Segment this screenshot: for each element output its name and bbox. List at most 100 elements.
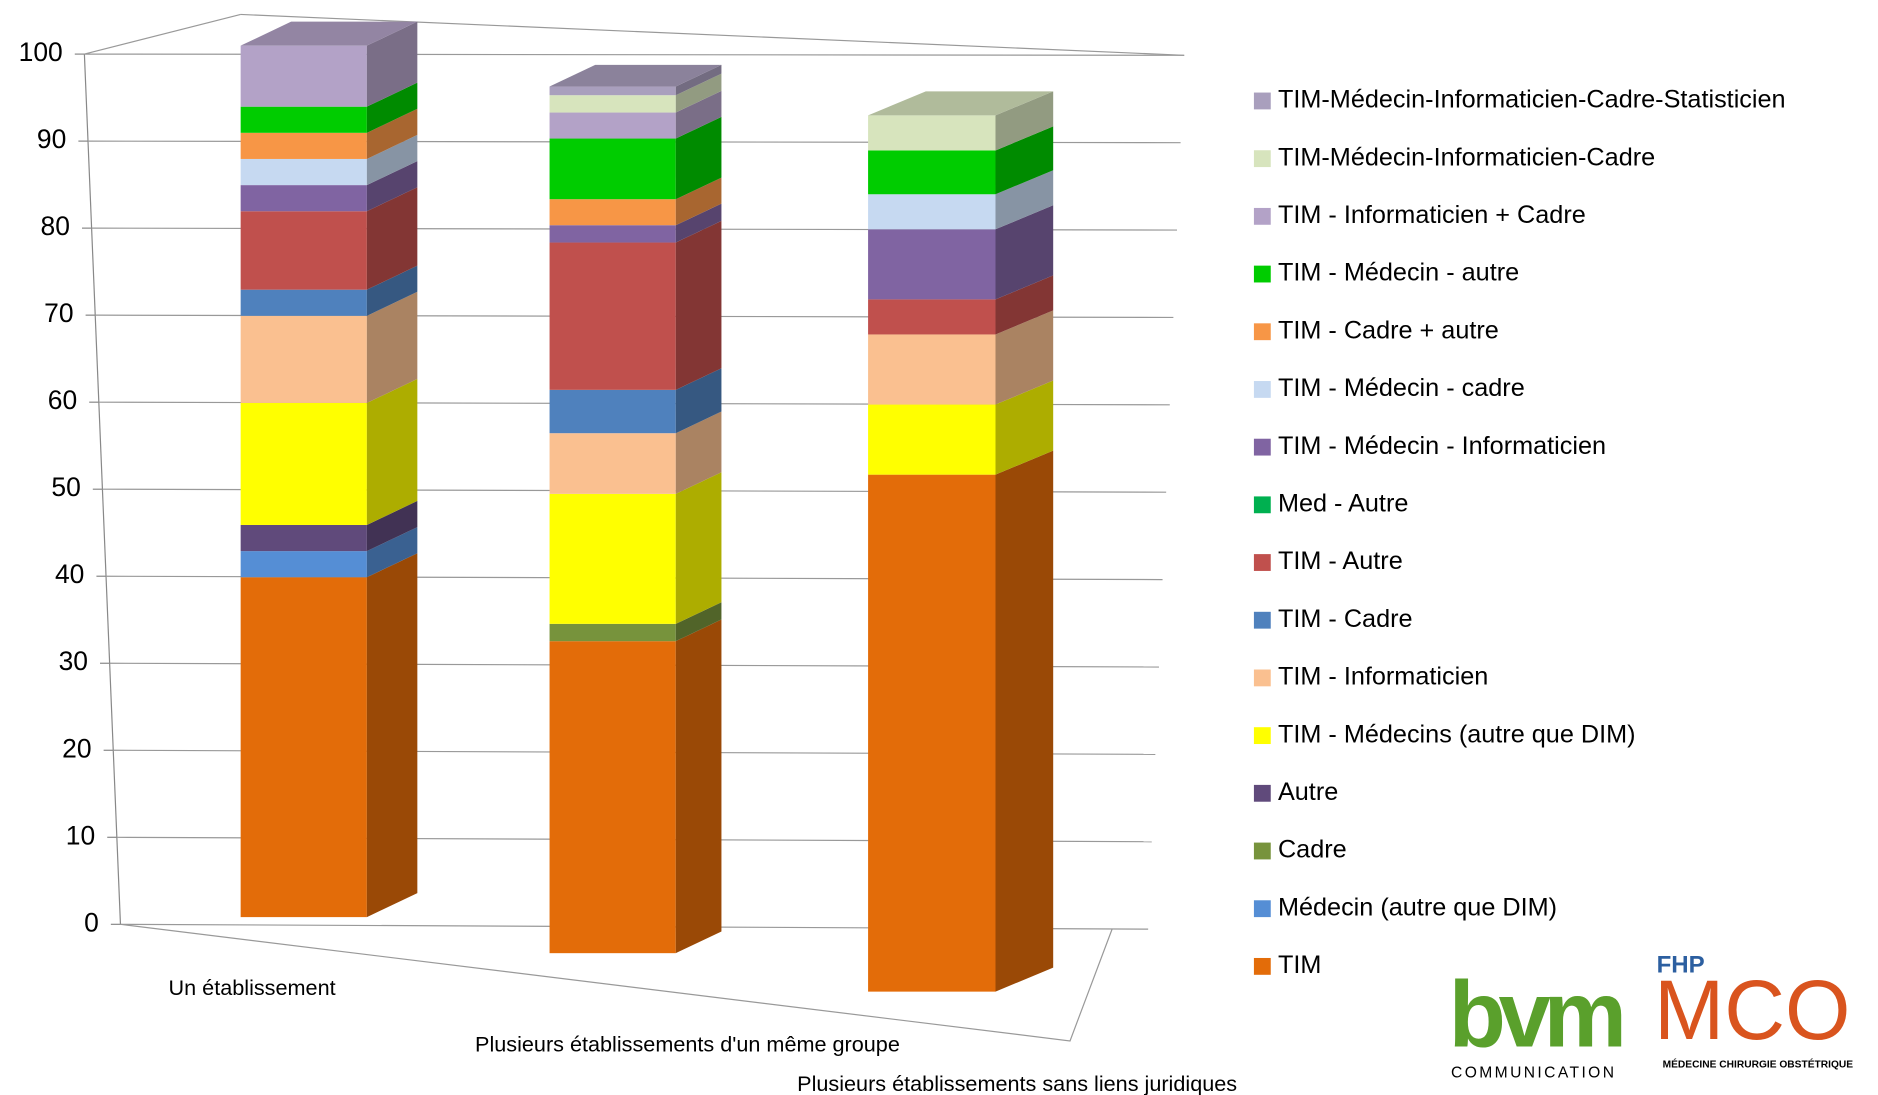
legend-label: TIM - Informaticien + Cadre	[1278, 201, 1586, 229]
legend-label: TIM - Cadre + autre	[1278, 316, 1499, 344]
legend-label: Autre	[1278, 778, 1338, 806]
bar-segment-side	[366, 21, 418, 107]
bar-segment-side	[675, 619, 722, 954]
wall-edge	[240, 13, 1185, 56]
legend-swatch	[1253, 150, 1271, 168]
bar-segment	[240, 315, 367, 403]
bar-segment-side	[366, 134, 418, 186]
bar-top	[549, 64, 722, 87]
y-tick-label: 100	[19, 37, 63, 67]
legend-label: TIM - Informaticien	[1278, 663, 1488, 691]
y-tick-label: 50	[51, 472, 80, 502]
legend-swatch	[1253, 381, 1271, 398]
bar-segment-side	[675, 411, 722, 494]
bar-segment	[549, 242, 676, 390]
bar-segment-side	[995, 205, 1054, 300]
bar-segment	[868, 115, 996, 151]
legend-swatch	[1253, 92, 1271, 110]
bar-segment	[549, 389, 676, 434]
legend-swatch	[1253, 957, 1271, 975]
bar-segment-side	[675, 73, 722, 113]
bar-segment	[240, 45, 367, 107]
bar-segment-side	[995, 275, 1054, 335]
floor-edge	[120, 923, 1113, 1042]
legend-swatch	[1253, 900, 1271, 918]
bar-segment-side	[995, 450, 1054, 992]
bar-segment	[868, 334, 996, 405]
legend-swatch	[1253, 438, 1271, 456]
bar-segment	[868, 404, 996, 475]
legend-swatch	[1253, 265, 1271, 283]
bar-segment	[240, 289, 367, 316]
bar-segment	[240, 524, 367, 552]
logo-org-sub: MÉDECINE CHIRURGIE OBSTÉTRIQUE	[1663, 1058, 1854, 1071]
logo-org-top: FHP	[1657, 952, 1705, 979]
bar-segment-side	[366, 187, 418, 290]
bar-segment	[240, 211, 367, 290]
y-tick-label: 10	[66, 820, 95, 850]
bar-segment	[549, 199, 676, 226]
bar-segment	[868, 299, 996, 335]
bar-segment	[549, 86, 676, 96]
legend-swatch	[1253, 727, 1271, 745]
legend-label: TIM - Médecin - cadre	[1278, 374, 1525, 402]
bar-segment	[868, 474, 996, 992]
bar-segment-side	[675, 64, 722, 96]
bar-segment-side	[366, 108, 418, 159]
y-tick-label: 80	[41, 211, 70, 241]
legend-label: TIM-Médecin-Informaticien-Cadre-Statisti…	[1278, 86, 1786, 114]
bar-segment-side	[675, 90, 722, 139]
legend-label: TIM - Médecin - Informaticien	[1278, 432, 1606, 460]
legend-label: TIM-Médecin-Informaticien-Cadre	[1278, 143, 1655, 171]
bar-segment	[868, 229, 996, 300]
legend-label: Cadre	[1278, 836, 1347, 864]
bar-segment-side	[995, 126, 1054, 195]
bar-segment-side	[366, 265, 418, 316]
bar-segment	[549, 623, 676, 642]
bar-segment	[868, 194, 996, 230]
bar-top	[240, 21, 418, 46]
bar-segment	[549, 641, 676, 954]
bar-segment-side	[675, 116, 722, 200]
y-tick-label: 40	[55, 559, 84, 589]
legend-label: TIM - Autre	[1278, 547, 1403, 575]
y-tick-label: 0	[84, 907, 99, 937]
bar-segment	[240, 577, 367, 918]
bar-segment-side	[995, 91, 1054, 151]
bar-segment-side	[366, 378, 418, 525]
bar-segment-side	[366, 500, 418, 552]
bar-segment-side	[675, 220, 722, 390]
legend-swatch	[1253, 669, 1271, 687]
bar-segment-side	[675, 177, 722, 226]
bar-segment	[549, 433, 676, 494]
logo-brand: bvm	[1449, 961, 1622, 1066]
bar-segment	[549, 112, 676, 139]
bar-segment-side	[366, 527, 418, 578]
bar-segment-side	[995, 310, 1054, 405]
bar-segment	[549, 493, 676, 624]
legend-swatch	[1253, 611, 1271, 629]
legend-label: Med - Autre	[1278, 490, 1408, 518]
y-tick-label: 70	[44, 298, 73, 328]
bar-segment	[240, 402, 367, 525]
bar-segment-side	[675, 602, 722, 642]
bar-segment-side	[366, 291, 418, 403]
bar-segment	[868, 150, 996, 195]
logo: bvm COMMUNICATION FHP MCO MÉDECINE CHIRU…	[1449, 952, 1854, 1082]
x-tick-label: Plusieurs établissements d'un même group…	[475, 1031, 900, 1056]
bar-segment	[240, 106, 367, 133]
legend-swatch	[1253, 496, 1271, 514]
bar-segment-side	[995, 380, 1054, 475]
bar-segment-side	[675, 203, 722, 243]
legend-swatch	[1253, 842, 1271, 860]
legend-swatch	[1253, 207, 1271, 225]
y-tick-label: 60	[48, 385, 77, 415]
legend-label: TIM - Médecins (autre que DIM)	[1278, 720, 1636, 748]
legend-swatch	[1253, 554, 1271, 571]
bar-segment-side	[675, 472, 722, 624]
x-tick-label: Un établissement	[169, 975, 336, 1000]
legend-swatch	[1253, 784, 1271, 802]
bar-segment-side	[366, 161, 418, 212]
x-tick-label: Plusieurs établissements sans liens juri…	[797, 1071, 1237, 1095]
